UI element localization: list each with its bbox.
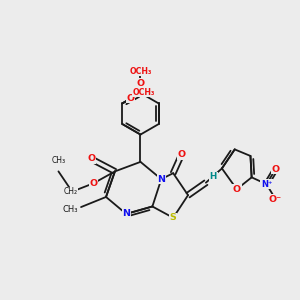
- Text: O: O: [127, 94, 135, 103]
- Text: O: O: [136, 79, 145, 88]
- Text: H: H: [210, 172, 217, 181]
- Text: O: O: [89, 179, 98, 188]
- Text: O: O: [87, 154, 95, 164]
- Text: CH₃: CH₃: [63, 205, 78, 214]
- Text: methoxy: methoxy: [125, 69, 132, 71]
- Text: O: O: [136, 79, 145, 88]
- Text: O: O: [127, 94, 135, 103]
- Text: O: O: [233, 185, 241, 194]
- Text: N: N: [157, 175, 165, 184]
- Text: OCH₃: OCH₃: [133, 88, 155, 97]
- Text: S: S: [170, 213, 177, 222]
- Text: N⁺: N⁺: [261, 180, 272, 189]
- Text: O⁻: O⁻: [269, 194, 282, 203]
- Text: O: O: [272, 165, 280, 174]
- Text: CH₃: CH₃: [51, 157, 65, 166]
- Text: N: N: [122, 209, 130, 218]
- Text: OCH₃: OCH₃: [129, 67, 152, 76]
- Text: CH₂: CH₂: [64, 187, 78, 196]
- Text: O: O: [177, 150, 186, 159]
